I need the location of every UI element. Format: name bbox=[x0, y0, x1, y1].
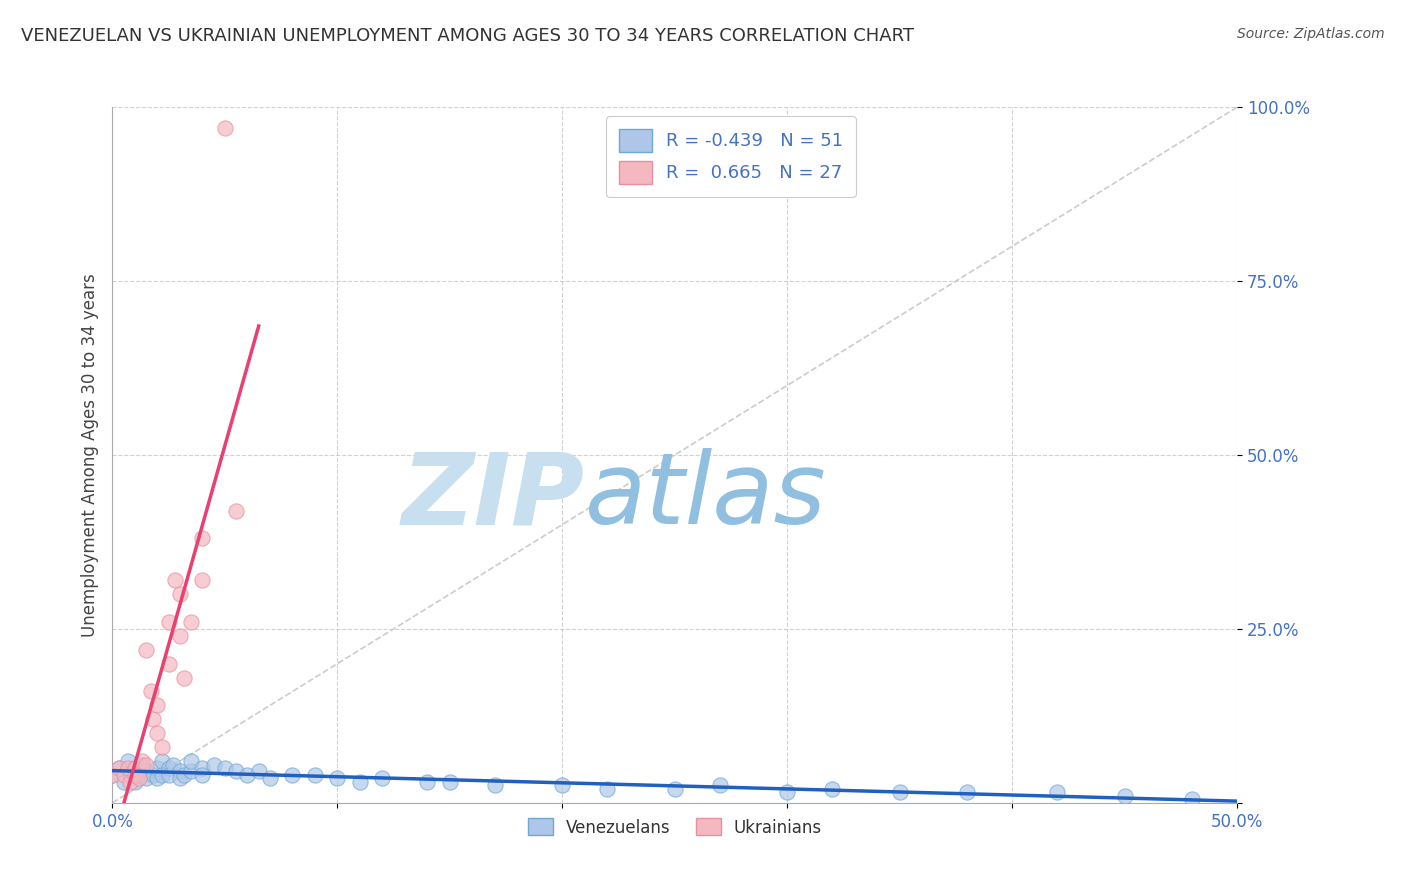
Text: atlas: atlas bbox=[585, 448, 827, 545]
Point bbox=[596, 781, 619, 796]
Point bbox=[139, 684, 162, 698]
Point bbox=[371, 772, 394, 786]
Y-axis label: Unemployment Among Ages 30 to 34 years: Unemployment Among Ages 30 to 34 years bbox=[80, 273, 98, 637]
Point bbox=[135, 772, 157, 786]
Point bbox=[124, 775, 146, 789]
Point bbox=[225, 503, 247, 517]
Point bbox=[150, 768, 173, 782]
Point bbox=[157, 761, 180, 775]
Text: Source: ZipAtlas.com: Source: ZipAtlas.com bbox=[1237, 27, 1385, 41]
Text: VENEZUELAN VS UKRAINIAN UNEMPLOYMENT AMONG AGES 30 TO 34 YEARS CORRELATION CHART: VENEZUELAN VS UKRAINIAN UNEMPLOYMENT AMO… bbox=[21, 27, 914, 45]
Point bbox=[135, 642, 157, 657]
Point bbox=[157, 657, 180, 671]
Point bbox=[180, 615, 202, 629]
Point bbox=[1114, 789, 1136, 803]
Point bbox=[439, 775, 461, 789]
Point bbox=[709, 778, 731, 793]
Point bbox=[821, 781, 844, 796]
Point bbox=[776, 785, 799, 799]
Point bbox=[484, 778, 506, 793]
Point bbox=[191, 761, 214, 775]
Point bbox=[180, 754, 202, 768]
Point bbox=[180, 764, 202, 779]
Point bbox=[112, 775, 135, 789]
Point bbox=[191, 573, 214, 587]
Point bbox=[120, 775, 142, 789]
Point bbox=[214, 761, 236, 775]
Point bbox=[162, 757, 184, 772]
Point bbox=[1181, 792, 1204, 806]
Point bbox=[889, 785, 911, 799]
Point bbox=[157, 615, 180, 629]
Point bbox=[236, 768, 259, 782]
Point bbox=[131, 754, 153, 768]
Point bbox=[146, 726, 169, 740]
Point bbox=[169, 629, 191, 643]
Point bbox=[146, 772, 169, 786]
Text: ZIP: ZIP bbox=[402, 448, 585, 545]
Point bbox=[281, 768, 304, 782]
Point bbox=[135, 757, 157, 772]
Point bbox=[112, 768, 135, 782]
Point bbox=[124, 768, 146, 782]
Point bbox=[304, 768, 326, 782]
Point bbox=[146, 761, 169, 775]
Point bbox=[150, 754, 173, 768]
Point bbox=[108, 761, 131, 775]
Point bbox=[150, 740, 173, 755]
Point bbox=[128, 768, 150, 782]
Point bbox=[1046, 785, 1069, 799]
Point bbox=[124, 761, 146, 775]
Point bbox=[117, 761, 139, 775]
Point bbox=[135, 764, 157, 779]
Point bbox=[225, 764, 247, 779]
Point bbox=[191, 768, 214, 782]
Point bbox=[173, 768, 195, 782]
Point bbox=[165, 573, 187, 587]
Point bbox=[416, 775, 439, 789]
Point bbox=[173, 671, 195, 685]
Legend: Venezuelans, Ukrainians: Venezuelans, Ukrainians bbox=[522, 812, 828, 843]
Point bbox=[157, 768, 180, 782]
Point bbox=[956, 785, 979, 799]
Point bbox=[247, 764, 270, 779]
Point bbox=[128, 772, 150, 786]
Point bbox=[108, 761, 131, 775]
Point bbox=[214, 120, 236, 135]
Point bbox=[551, 778, 574, 793]
Point bbox=[169, 764, 191, 779]
Point bbox=[146, 698, 169, 713]
Point bbox=[124, 761, 146, 775]
Point bbox=[101, 768, 124, 782]
Point bbox=[169, 772, 191, 786]
Point bbox=[349, 775, 371, 789]
Point bbox=[117, 754, 139, 768]
Point bbox=[120, 768, 142, 782]
Point bbox=[142, 768, 165, 782]
Point bbox=[191, 532, 214, 546]
Point bbox=[202, 757, 225, 772]
Point bbox=[142, 712, 165, 726]
Point bbox=[326, 772, 349, 786]
Point bbox=[664, 781, 686, 796]
Point bbox=[259, 772, 281, 786]
Point bbox=[169, 587, 191, 601]
Point bbox=[131, 757, 153, 772]
Point bbox=[101, 768, 124, 782]
